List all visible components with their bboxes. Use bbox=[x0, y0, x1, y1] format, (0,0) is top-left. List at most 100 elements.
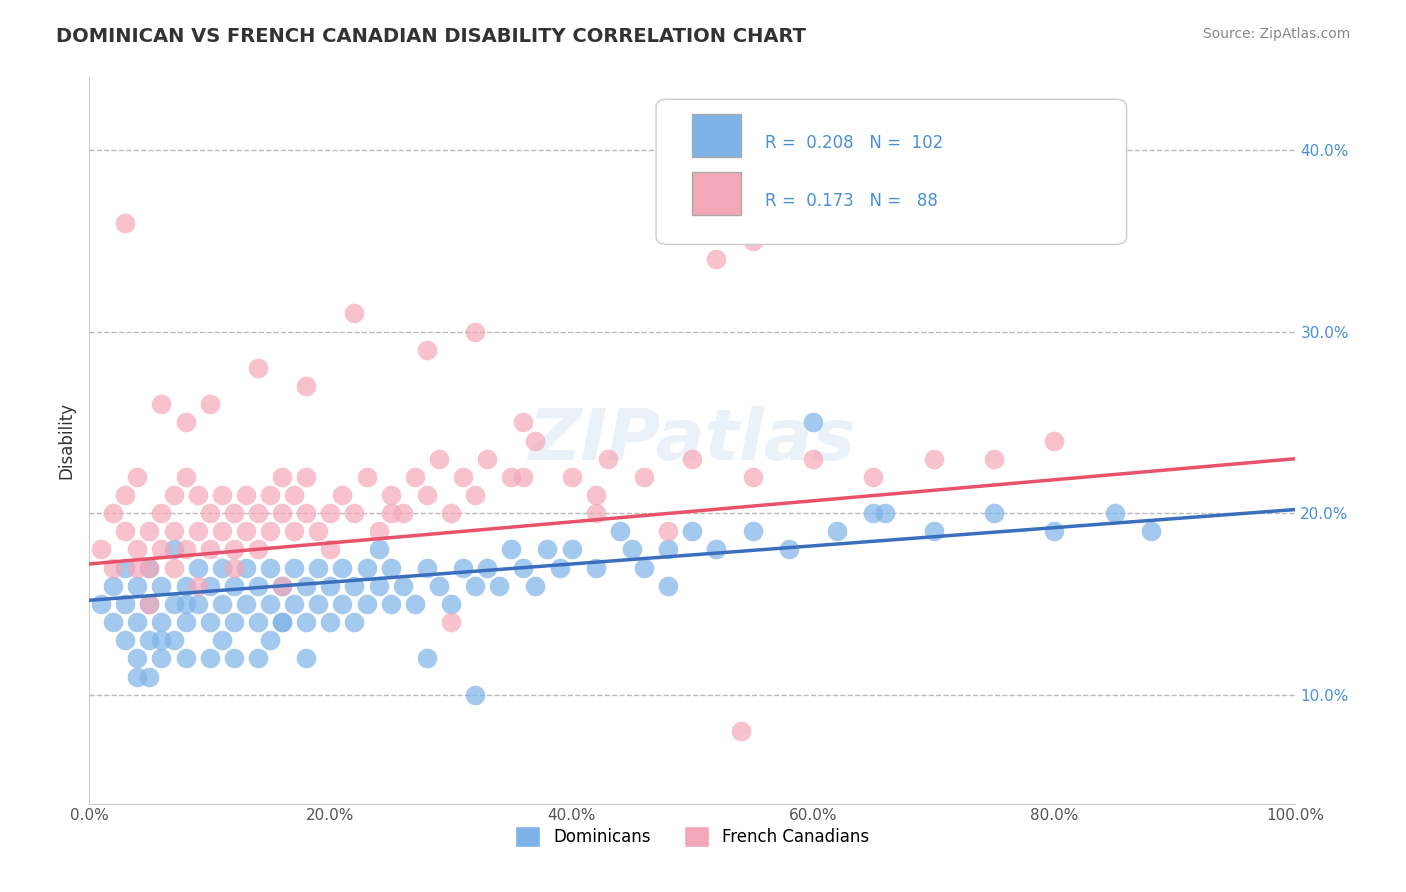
Point bbox=[319, 579, 342, 593]
Point bbox=[198, 542, 221, 557]
Point bbox=[536, 542, 558, 557]
Point bbox=[162, 597, 184, 611]
Point bbox=[391, 579, 413, 593]
Point bbox=[162, 524, 184, 539]
Point bbox=[332, 597, 354, 611]
Point bbox=[356, 470, 378, 484]
Point bbox=[222, 579, 245, 593]
Point bbox=[319, 542, 342, 557]
Point bbox=[150, 651, 173, 665]
Point bbox=[367, 579, 389, 593]
Point bbox=[391, 506, 413, 520]
Point bbox=[524, 434, 547, 448]
Point bbox=[138, 560, 160, 574]
Point bbox=[440, 597, 463, 611]
Point bbox=[427, 579, 450, 593]
Point bbox=[825, 524, 848, 539]
Point bbox=[187, 524, 209, 539]
Point bbox=[657, 524, 679, 539]
Point bbox=[512, 560, 534, 574]
Point bbox=[367, 542, 389, 557]
Point bbox=[741, 470, 763, 484]
Point bbox=[416, 651, 439, 665]
Text: R =  0.173   N =   88: R = 0.173 N = 88 bbox=[765, 192, 938, 210]
Point bbox=[343, 615, 366, 629]
Point bbox=[246, 360, 269, 375]
Point bbox=[198, 397, 221, 411]
Point bbox=[150, 615, 173, 629]
Point bbox=[440, 506, 463, 520]
Point bbox=[174, 651, 197, 665]
Point bbox=[246, 615, 269, 629]
Point bbox=[307, 597, 329, 611]
Point bbox=[187, 560, 209, 574]
Point bbox=[222, 560, 245, 574]
Point bbox=[862, 506, 884, 520]
Point bbox=[246, 542, 269, 557]
Point bbox=[741, 524, 763, 539]
Point bbox=[174, 542, 197, 557]
Point bbox=[103, 506, 125, 520]
Point bbox=[222, 542, 245, 557]
Point bbox=[862, 470, 884, 484]
Point bbox=[983, 506, 1005, 520]
Point bbox=[235, 597, 257, 611]
Point bbox=[283, 597, 305, 611]
Point bbox=[103, 579, 125, 593]
Point bbox=[778, 542, 800, 557]
Point bbox=[416, 488, 439, 502]
Point bbox=[307, 524, 329, 539]
Point bbox=[138, 597, 160, 611]
Point bbox=[657, 542, 679, 557]
Point bbox=[332, 488, 354, 502]
Y-axis label: Disability: Disability bbox=[58, 402, 75, 479]
Point bbox=[319, 506, 342, 520]
Point bbox=[512, 470, 534, 484]
Point bbox=[162, 542, 184, 557]
Point bbox=[138, 560, 160, 574]
Point bbox=[464, 688, 486, 702]
Point bbox=[416, 343, 439, 357]
Point bbox=[283, 560, 305, 574]
Point bbox=[90, 542, 112, 557]
Point bbox=[561, 470, 583, 484]
Point bbox=[150, 542, 173, 557]
Point bbox=[464, 325, 486, 339]
Point bbox=[801, 451, 824, 466]
Point bbox=[127, 470, 149, 484]
Point bbox=[801, 416, 824, 430]
Point bbox=[246, 506, 269, 520]
Point bbox=[187, 579, 209, 593]
Point bbox=[127, 542, 149, 557]
Point bbox=[501, 470, 523, 484]
Point bbox=[198, 615, 221, 629]
Point bbox=[741, 234, 763, 248]
Point bbox=[620, 542, 643, 557]
Point bbox=[451, 470, 474, 484]
Point bbox=[367, 524, 389, 539]
Point bbox=[162, 633, 184, 648]
Point bbox=[127, 615, 149, 629]
Point bbox=[488, 579, 510, 593]
Point bbox=[1043, 434, 1066, 448]
Point bbox=[295, 379, 318, 393]
Point bbox=[150, 633, 173, 648]
Point bbox=[380, 560, 402, 574]
Point bbox=[150, 506, 173, 520]
Point bbox=[222, 615, 245, 629]
Point bbox=[235, 524, 257, 539]
Point bbox=[138, 669, 160, 683]
Point bbox=[512, 416, 534, 430]
Point bbox=[211, 524, 233, 539]
Point bbox=[464, 488, 486, 502]
Point bbox=[633, 470, 655, 484]
Point bbox=[1139, 524, 1161, 539]
Point bbox=[475, 560, 498, 574]
Point bbox=[259, 597, 281, 611]
Point bbox=[211, 488, 233, 502]
Point bbox=[464, 579, 486, 593]
Point bbox=[114, 633, 136, 648]
Point bbox=[174, 416, 197, 430]
Point bbox=[451, 560, 474, 574]
Text: DOMINICAN VS FRENCH CANADIAN DISABILITY CORRELATION CHART: DOMINICAN VS FRENCH CANADIAN DISABILITY … bbox=[56, 27, 806, 45]
